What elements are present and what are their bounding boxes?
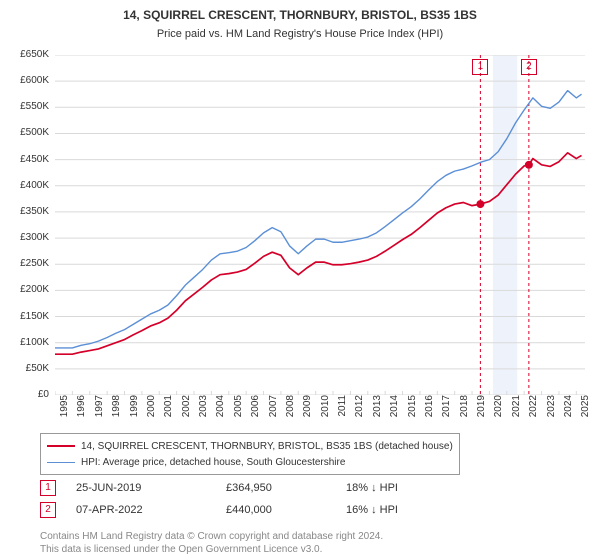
y-tick-label: £0 [0,389,49,400]
x-tick-label: 2015 [407,395,418,425]
x-tick-label: 1999 [129,395,140,425]
x-tick-label: 2007 [268,395,279,425]
legend-item: 14, SQUIRREL CRESCENT, THORNBURY, BRISTO… [47,438,453,454]
x-tick-label: 2004 [215,395,226,425]
sale-marker-flag: 2 [521,59,537,75]
legend-label: HPI: Average price, detached house, Sout… [81,457,345,468]
x-tick-label: 2001 [163,395,174,425]
sale-date: 25-JUN-2019 [76,482,226,494]
sale-row: 1 25-JUN-2019£364,95018% ↓ HPI [40,479,580,497]
footer-line-1: Contains HM Land Registry data © Crown c… [40,531,580,544]
legend: 14, SQUIRREL CRESCENT, THORNBURY, BRISTO… [40,433,460,475]
x-tick-label: 2020 [493,395,504,425]
x-tick-label: 2002 [181,395,192,425]
x-tick-label: 2011 [337,395,348,425]
plot-area [55,55,585,395]
y-tick-label: £350K [0,206,49,217]
x-tick-label: 1998 [111,395,122,425]
legend-label: 14, SQUIRREL CRESCENT, THORNBURY, BRISTO… [81,441,453,452]
y-tick-label: £50K [0,363,49,374]
y-tick-label: £400K [0,180,49,191]
sale-row-marker: 2 [40,502,56,518]
y-tick-label: £100K [0,337,49,348]
x-tick-label: 2017 [441,395,452,425]
x-tick-label: 2013 [372,395,383,425]
x-tick-label: 2010 [320,395,331,425]
y-tick-label: £150K [0,311,49,322]
x-tick-label: 2018 [459,395,470,425]
y-tick-label: £500K [0,127,49,138]
x-tick-label: 2021 [511,395,522,425]
x-tick-label: 2000 [146,395,157,425]
x-tick-label: 2019 [476,395,487,425]
x-tick-label: 2024 [563,395,574,425]
x-tick-label: 1996 [76,395,87,425]
sale-delta: 16% ↓ HPI [346,504,398,516]
sale-delta: 18% ↓ HPI [346,482,398,494]
legend-swatch [47,445,75,447]
legend-item: HPI: Average price, detached house, Sout… [47,454,453,470]
y-tick-label: £200K [0,284,49,295]
y-tick-label: £250K [0,258,49,269]
sale-row: 2 07-APR-2022£440,00016% ↓ HPI [40,501,580,519]
chart-container: { "title": "14, SQUIRREL CRESCENT, THORN… [0,0,600,560]
sale-price: £440,000 [226,504,346,516]
x-tick-label: 2006 [250,395,261,425]
footer-attribution: Contains HM Land Registry data © Crown c… [40,531,580,556]
sale-row-marker: 1 [40,480,56,496]
x-tick-label: 2012 [354,395,365,425]
x-tick-label: 2023 [546,395,557,425]
x-tick-label: 1995 [59,395,70,425]
x-tick-label: 2025 [580,395,591,425]
sale-marker-flag: 1 [472,59,488,75]
x-tick-label: 2003 [198,395,209,425]
x-tick-label: 2005 [233,395,244,425]
y-tick-label: £600K [0,75,49,86]
y-tick-label: £650K [0,49,49,60]
x-tick-label: 2016 [424,395,435,425]
x-tick-label: 2022 [528,395,539,425]
chart-subtitle: Price paid vs. HM Land Registry's House … [0,28,600,40]
x-tick-label: 1997 [94,395,105,425]
y-tick-label: £550K [0,101,49,112]
chart-title: 14, SQUIRREL CRESCENT, THORNBURY, BRISTO… [0,8,600,22]
legend-swatch [47,462,75,463]
x-tick-label: 2008 [285,395,296,425]
x-tick-label: 2009 [302,395,313,425]
y-tick-label: £450K [0,154,49,165]
x-tick-label: 2014 [389,395,400,425]
y-tick-label: £300K [0,232,49,243]
footer-line-2: This data is licensed under the Open Gov… [40,544,580,557]
sale-date: 07-APR-2022 [76,504,226,516]
plot-svg [55,55,585,395]
sale-price: £364,950 [226,482,346,494]
